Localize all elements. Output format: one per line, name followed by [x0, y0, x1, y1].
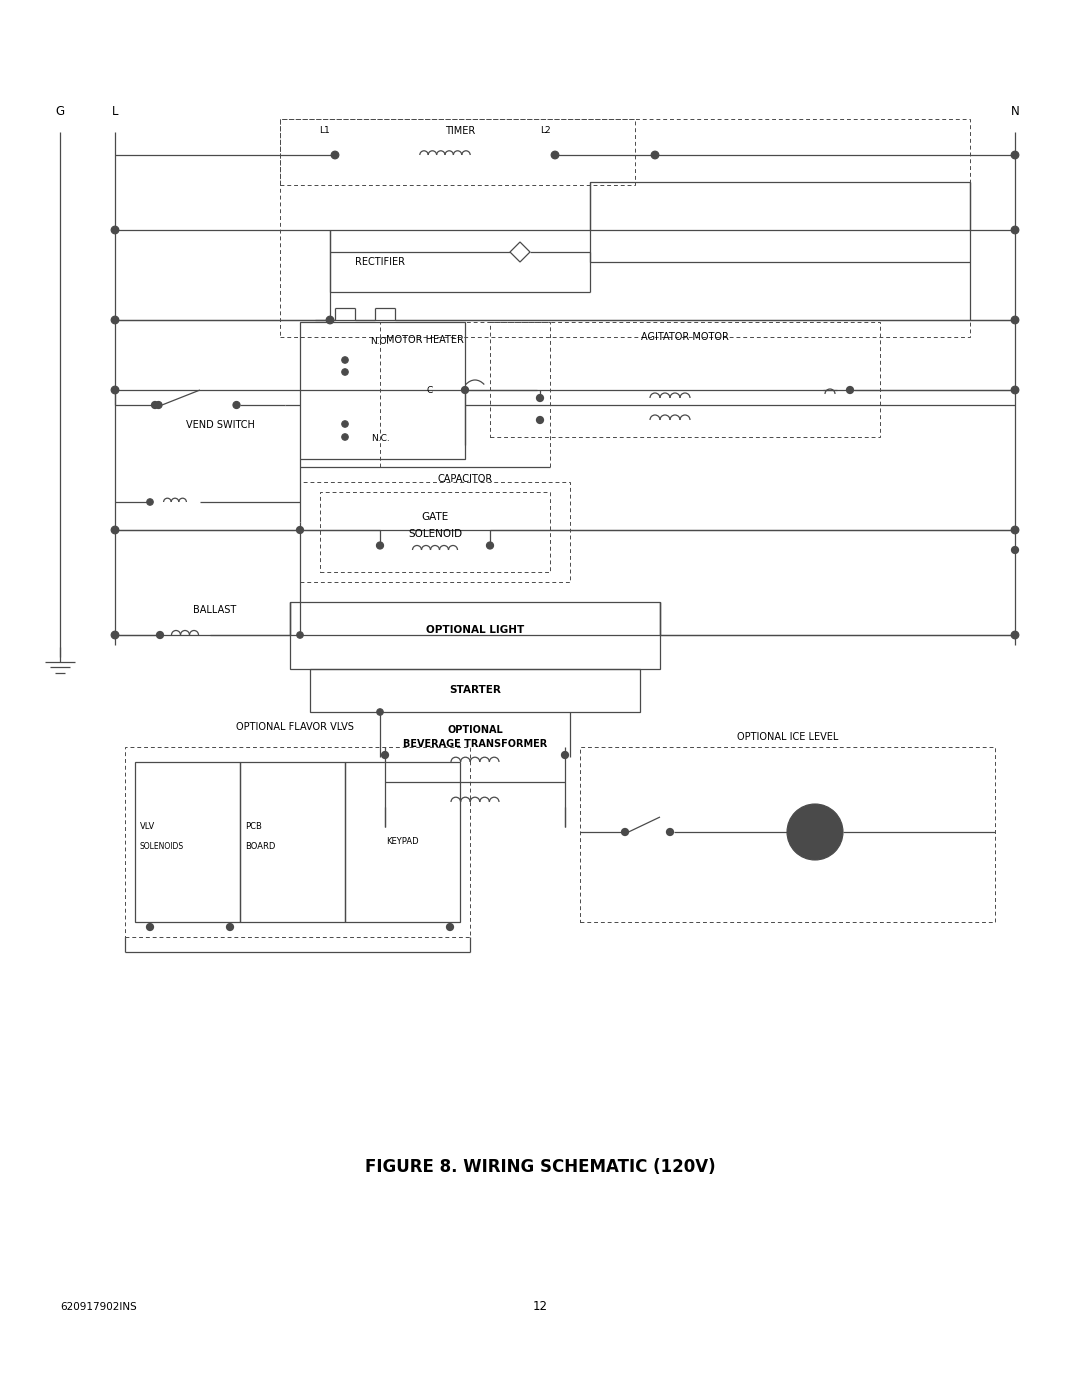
- Circle shape: [233, 401, 240, 408]
- Bar: [490, 321, 880, 437]
- Bar: [280, 119, 635, 184]
- Text: KEYPAD: KEYPAD: [387, 837, 419, 847]
- Bar: [300, 482, 570, 583]
- Text: SOLENOID: SOLENOID: [408, 529, 462, 539]
- Bar: [300, 321, 465, 460]
- Text: BOARD: BOARD: [245, 842, 275, 852]
- Circle shape: [486, 542, 494, 549]
- Bar: [240, 761, 345, 922]
- Circle shape: [341, 434, 348, 440]
- Text: VEND SWITCH: VEND SWITCH: [186, 420, 255, 430]
- Circle shape: [1011, 631, 1018, 638]
- Bar: [380, 321, 550, 467]
- Text: N.O.: N.O.: [370, 338, 390, 346]
- Text: AGITATOR MOTOR: AGITATOR MOTOR: [642, 332, 729, 342]
- Circle shape: [1011, 151, 1018, 159]
- Circle shape: [1011, 527, 1018, 534]
- Circle shape: [537, 394, 543, 401]
- Text: BEVERAGE TRANSFORMER: BEVERAGE TRANSFORMER: [403, 739, 548, 749]
- Circle shape: [551, 151, 558, 159]
- Circle shape: [147, 923, 153, 930]
- Circle shape: [1011, 316, 1018, 324]
- Circle shape: [227, 923, 233, 930]
- Circle shape: [147, 499, 153, 506]
- Bar: [135, 761, 240, 922]
- Text: 12: 12: [532, 1301, 548, 1313]
- Circle shape: [111, 386, 119, 394]
- Circle shape: [341, 356, 348, 363]
- Circle shape: [1012, 546, 1018, 553]
- Circle shape: [111, 316, 119, 324]
- Text: L: L: [111, 106, 118, 119]
- Circle shape: [621, 828, 629, 835]
- Text: GATE: GATE: [421, 511, 448, 522]
- Text: OPTIONAL: OPTIONAL: [447, 725, 503, 735]
- Text: FIGURE 8. WIRING SCHEMATIC (120V): FIGURE 8. WIRING SCHEMATIC (120V): [365, 1158, 715, 1176]
- Circle shape: [111, 226, 119, 233]
- Circle shape: [562, 752, 568, 759]
- Circle shape: [651, 151, 659, 159]
- Text: N: N: [1011, 106, 1020, 119]
- Text: OPTIONAL LIGHT: OPTIONAL LIGHT: [426, 626, 524, 636]
- Text: L2: L2: [540, 127, 551, 136]
- Circle shape: [377, 708, 383, 715]
- Circle shape: [1011, 386, 1018, 394]
- Circle shape: [332, 151, 339, 159]
- Text: N.C.: N.C.: [370, 434, 390, 443]
- Circle shape: [1011, 226, 1018, 233]
- Text: SOLENOIDS: SOLENOIDS: [140, 842, 184, 852]
- Circle shape: [326, 316, 334, 324]
- Text: C: C: [427, 386, 433, 395]
- Circle shape: [156, 401, 162, 408]
- Circle shape: [446, 923, 454, 930]
- Circle shape: [847, 387, 853, 394]
- Circle shape: [151, 401, 159, 408]
- Text: OPTIONAL FLAVOR VLVS: OPTIONAL FLAVOR VLVS: [237, 722, 354, 732]
- Circle shape: [461, 387, 469, 394]
- Text: PCB: PCB: [245, 823, 261, 831]
- Circle shape: [111, 631, 119, 638]
- Text: 620917902INS: 620917902INS: [60, 1302, 137, 1312]
- Text: STARTER: STARTER: [449, 686, 501, 696]
- Text: L1: L1: [320, 127, 330, 136]
- Bar: [125, 747, 470, 937]
- Text: G: G: [55, 106, 65, 119]
- Circle shape: [787, 805, 843, 861]
- Circle shape: [341, 369, 348, 376]
- Circle shape: [377, 542, 383, 549]
- Text: TIMER: TIMER: [445, 126, 475, 136]
- Bar: [580, 747, 995, 922]
- Bar: [320, 492, 550, 571]
- Bar: [345, 761, 460, 922]
- Circle shape: [111, 527, 119, 534]
- Circle shape: [157, 631, 163, 638]
- Bar: [590, 182, 970, 263]
- Circle shape: [297, 631, 303, 638]
- Circle shape: [341, 420, 348, 427]
- Text: OPTIONAL ICE LEVEL: OPTIONAL ICE LEVEL: [737, 732, 838, 742]
- Circle shape: [666, 828, 674, 835]
- Bar: [291, 602, 660, 669]
- Circle shape: [381, 752, 389, 759]
- Text: RECTIFIER: RECTIFIER: [355, 257, 405, 267]
- Circle shape: [297, 527, 303, 534]
- Text: MOTOR HEATER: MOTOR HEATER: [386, 335, 464, 345]
- Text: BALLAST: BALLAST: [193, 605, 237, 615]
- Text: CAPACITOR: CAPACITOR: [437, 474, 492, 483]
- Circle shape: [537, 416, 543, 423]
- Text: VLV: VLV: [140, 823, 156, 831]
- Bar: [310, 669, 640, 712]
- Bar: [280, 119, 970, 337]
